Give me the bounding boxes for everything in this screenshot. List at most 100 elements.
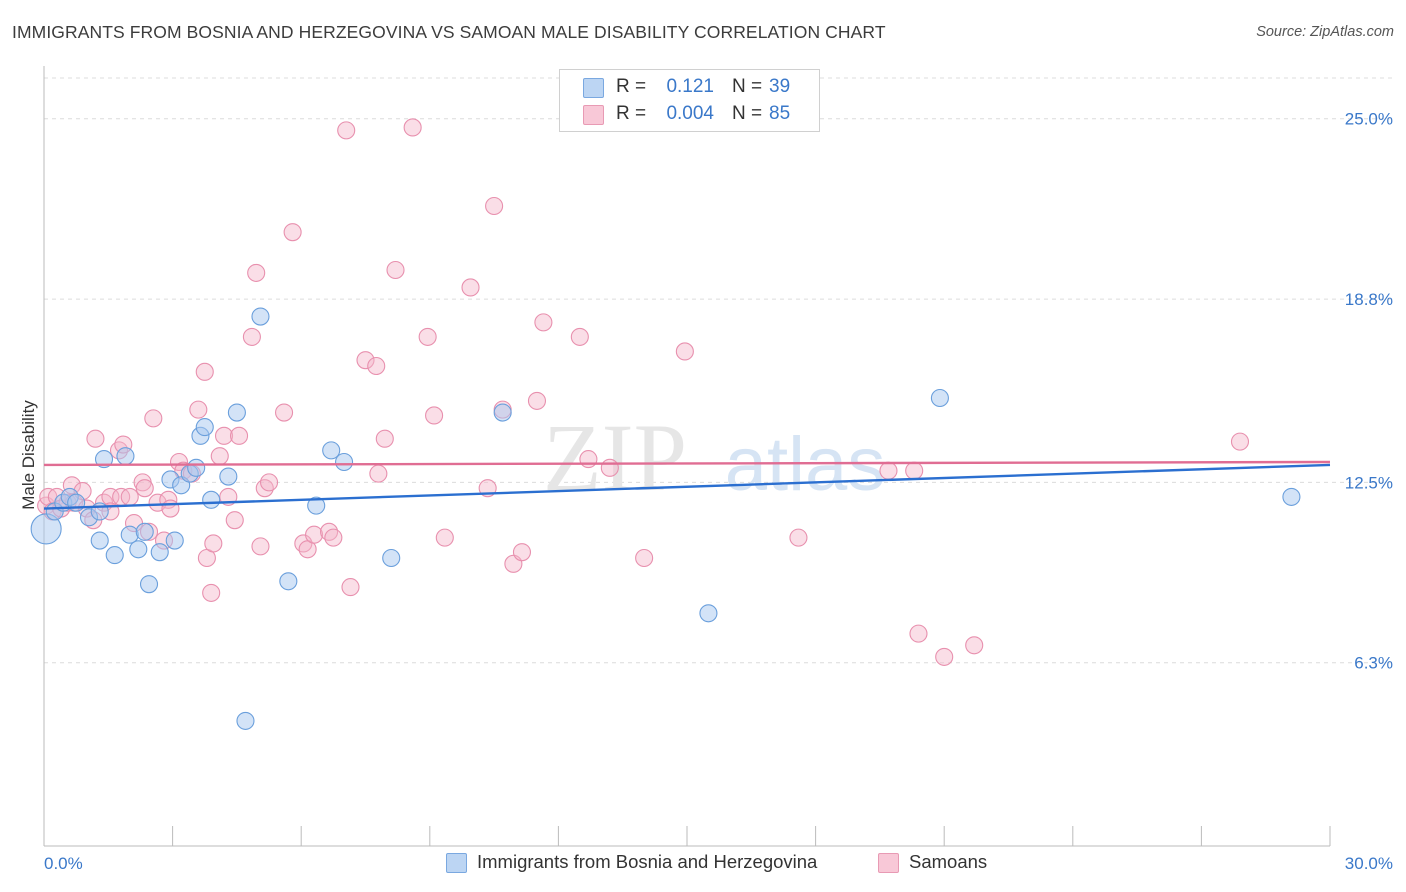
samoans-point (305, 525, 324, 544)
bosnia-point (195, 418, 214, 437)
legend-r-label: R = (616, 76, 647, 97)
bosnia-points (30, 307, 1301, 730)
samoans-point (461, 278, 480, 297)
samoans-point (229, 426, 249, 445)
samoans-point (675, 342, 694, 361)
y-axis-label: Male Disability (19, 400, 38, 510)
samoans-point (189, 400, 208, 419)
samoans-point (367, 356, 386, 376)
samoans-point (909, 624, 928, 643)
bosnia-point (335, 452, 354, 472)
bosnia-point (279, 572, 298, 591)
samoans-point (161, 499, 180, 518)
bottom-legend-label-samoans: Samoans (909, 851, 988, 872)
y-tick-label: 12.5% (1345, 473, 1393, 492)
y-tick-label: 25.0% (1345, 110, 1393, 129)
samoans-point (879, 461, 898, 480)
bosnia-point (187, 458, 206, 477)
samoans-point (214, 426, 234, 445)
samoans-point (905, 461, 924, 480)
samoans-point (225, 511, 244, 530)
bosnia-point (202, 490, 221, 509)
samoans-point (86, 429, 105, 448)
samoans-point (242, 327, 261, 346)
bosnia-point (165, 531, 184, 550)
bosnia-trend-line (43, 463, 1331, 510)
samoans-point (635, 548, 654, 568)
samoans-point (195, 362, 214, 381)
samoans-point (534, 313, 553, 332)
bosnia-point (90, 531, 109, 550)
samoans-point (935, 647, 954, 666)
bottom-legend-swatch-bosnia (446, 853, 467, 873)
legend-row-bosnia: R = 0.121 N = 39 (560, 74, 819, 100)
bosnia-point (227, 403, 246, 422)
samoans-point (324, 528, 343, 547)
watermark-zip: ZIP (543, 404, 687, 511)
samoans-point (403, 118, 422, 137)
legend-r-value: 0.004 (666, 103, 714, 124)
bosnia-point (139, 575, 159, 594)
samoans-point (425, 406, 444, 425)
samoans-points (37, 118, 1250, 666)
trend-lines (43, 460, 1331, 510)
samoans-point (283, 223, 302, 242)
samoans-point (144, 409, 163, 428)
samoans-point (386, 260, 405, 280)
samoans-point (210, 447, 229, 466)
bosnia-point (1282, 487, 1301, 506)
legend-n-label: N = (732, 76, 763, 97)
legend-r-label: R = (616, 103, 647, 124)
samoans-point (789, 528, 808, 547)
legend-row-samoans: R = 0.004 N = 85 (560, 101, 819, 127)
bosnia-point (251, 307, 270, 326)
grid-lines (44, 77, 1393, 664)
bosnia-point (135, 522, 154, 541)
legend-n-value: 85 (769, 103, 791, 124)
bosnia-point (236, 711, 255, 730)
bottom-legend-swatch-samoans (878, 853, 899, 873)
samoans-point (247, 263, 266, 282)
samoans-point (570, 327, 589, 346)
bosnia-point (105, 546, 124, 565)
samoans-point (485, 196, 504, 216)
samoans-point (202, 583, 221, 602)
bosnia-point (493, 403, 512, 422)
samoans-point (512, 543, 532, 562)
samoans-point (169, 452, 189, 472)
samoans-point (1230, 432, 1250, 451)
axes (43, 66, 1331, 847)
samoans-point (600, 458, 619, 477)
bosnia-point (219, 467, 238, 486)
samoans-point (369, 464, 388, 483)
legend-n-value: 39 (769, 76, 791, 97)
samoans-point (965, 636, 984, 655)
samoans-point (259, 473, 279, 492)
bosnia-point (129, 540, 148, 559)
samoans-point (337, 121, 356, 140)
bosnia-point (116, 447, 135, 466)
y-tick-label: 6.3% (1354, 654, 1393, 673)
bottom-legend-label-bosnia: Immigrants from Bosnia and Herzegovina (477, 851, 818, 872)
bosnia-point (150, 543, 169, 562)
samoans-point (120, 487, 139, 506)
samoans-point (251, 537, 270, 556)
x-tick-label: 0.0% (44, 854, 83, 873)
bosnia-point (930, 388, 949, 408)
x-tick-label: 30.0% (1345, 854, 1393, 873)
correlation-legend: R = 0.121 N = 39 R = 0.004 N = 85 (559, 69, 820, 132)
bosnia-point (699, 604, 718, 623)
legend-swatch-samoans (583, 105, 604, 125)
samoans-point (356, 351, 375, 370)
bosnia-point (382, 548, 401, 568)
source-label: Source: ZipAtlas.com (1256, 24, 1394, 40)
chart-title: IMMIGRANTS FROM BOSNIA AND HERZEGOVINA V… (12, 22, 886, 42)
samoans-point (341, 578, 360, 597)
samoans-point (275, 403, 294, 422)
bosnia-point (94, 450, 114, 469)
samoans-point (375, 429, 394, 448)
y-tick-label: 18.8% (1345, 290, 1393, 309)
samoans-point (435, 528, 454, 547)
samoans-trend-line (43, 460, 1331, 467)
samoans-point (418, 327, 437, 346)
